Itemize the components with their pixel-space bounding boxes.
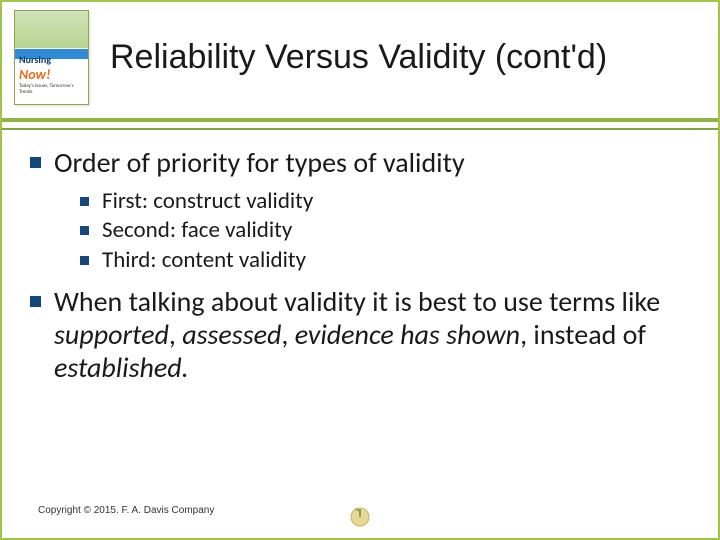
slide-title: Reliability Versus Validity (cont'd)	[110, 38, 607, 77]
list-item: When talking about validity it is best t…	[26, 285, 694, 384]
book-title-line2: Now!	[19, 66, 51, 83]
sub-bullet-list: First: construct validity Second: face v…	[54, 187, 694, 275]
content-area: Order of priority for types of validity …	[26, 146, 694, 392]
bullet-text: When talking about validity it is best t…	[54, 284, 660, 385]
copyright-text: Copyright © 2015. F. A. Davis Company	[38, 505, 214, 516]
bullet-text: Order of priority for types of validity	[54, 145, 465, 180]
footer-ornament-icon	[349, 506, 371, 528]
book-subtitle: Today's Issues, Tomorrow's Trends	[19, 83, 88, 95]
book-cover-thumbnail: Nursing Now! Today's Issues, Tomorrow's …	[14, 10, 89, 105]
divider-line-bottom	[2, 128, 718, 130]
header: Nursing Now! Today's Issues, Tomorrow's …	[2, 2, 718, 120]
slide: Nursing Now! Today's Issues, Tomorrow's …	[0, 0, 720, 540]
list-item: Order of priority for types of validity …	[26, 146, 694, 275]
list-item: Second: face validity	[76, 216, 694, 245]
divider-line-top	[2, 118, 718, 122]
book-title-line1: Nursing	[19, 53, 51, 66]
bullet-list: Order of priority for types of validity …	[26, 146, 694, 384]
list-item: Third: content validity	[76, 246, 694, 275]
list-item: First: construct validity	[76, 187, 694, 216]
